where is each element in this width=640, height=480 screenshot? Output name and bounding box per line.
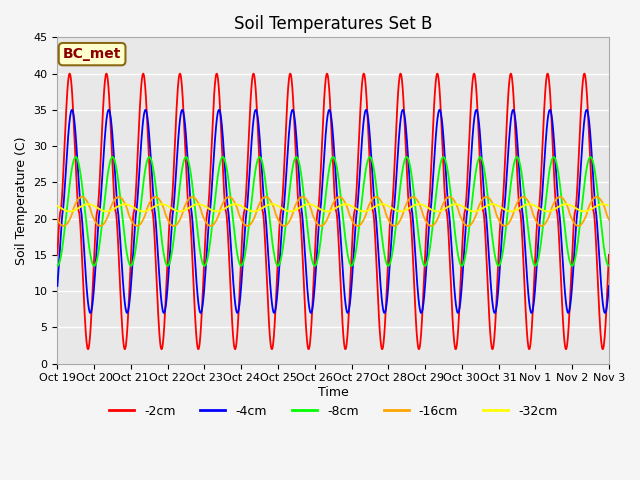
Title: Soil Temperatures Set B: Soil Temperatures Set B bbox=[234, 15, 433, 33]
X-axis label: Time: Time bbox=[318, 386, 349, 399]
Text: BC_met: BC_met bbox=[63, 47, 122, 61]
Legend: -2cm, -4cm, -8cm, -16cm, -32cm: -2cm, -4cm, -8cm, -16cm, -32cm bbox=[104, 400, 563, 423]
Y-axis label: Soil Temperature (C): Soil Temperature (C) bbox=[15, 136, 28, 265]
